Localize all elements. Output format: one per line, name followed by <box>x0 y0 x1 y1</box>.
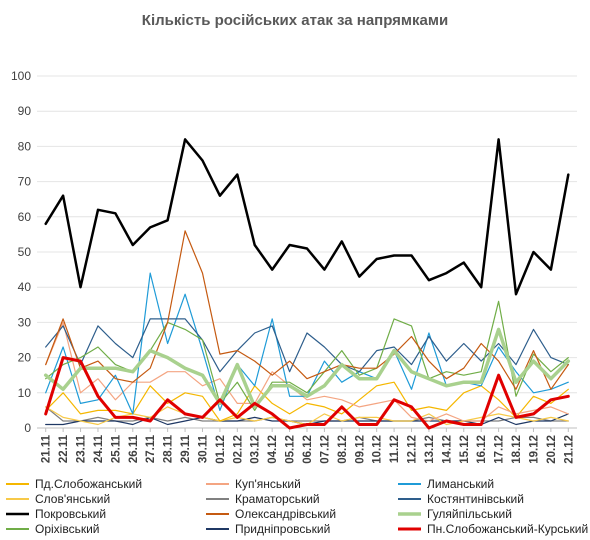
legend-entry: Куп'янський <box>206 477 301 491</box>
legend: Пд.Слобожанський Куп'янський Лиманський Сло… <box>6 477 588 536</box>
legend-entry: Покровський <box>6 507 106 521</box>
legend-entry: Слов'янський <box>6 492 110 506</box>
x-tick-label: 21.11 <box>41 434 53 463</box>
y-tick-label: 10 <box>18 386 32 400</box>
x-axis-ticks: 21.11 22.11 23.11 24.11 25.11 26.11 27.11 28.11… <box>41 428 575 464</box>
x-tick-label: 13.12 <box>424 435 436 464</box>
x-tick-label: 08.12 <box>337 435 349 464</box>
legend-label: Куп'янський <box>235 477 301 491</box>
y-tick-label: 30 <box>18 315 32 329</box>
x-tick-label: 07.12 <box>319 435 331 464</box>
legend-label: Придніпровський <box>235 522 330 536</box>
series-lines <box>43 138 571 430</box>
y-tick-label: 0 <box>24 421 31 435</box>
x-tick-label: 06.12 <box>302 435 314 464</box>
x-tick-label: 14.12 <box>441 435 453 464</box>
x-tick-label: 09.12 <box>354 435 366 464</box>
legend-label: Гуляйпільський <box>427 507 512 521</box>
x-tick-label: 15.12 <box>459 435 471 464</box>
x-tick-label: 04.12 <box>267 435 279 464</box>
legend-label: Оріхівський <box>35 522 100 536</box>
series-line-5 <box>45 318 569 373</box>
x-tick-label: 01.12 <box>215 435 227 464</box>
series-line-6 <box>44 138 570 296</box>
series-line-7 <box>45 230 569 390</box>
y-tick-label: 40 <box>18 280 32 294</box>
series-line-11 <box>44 356 570 430</box>
x-tick-label: 25.11 <box>110 434 122 463</box>
legend-label: Слов'янський <box>35 492 110 506</box>
x-tick-label: 30.11 <box>197 434 209 463</box>
chart-title: Кількість російських атак за напрямками <box>141 12 449 29</box>
x-tick-label: 11.12 <box>389 435 401 463</box>
legend-entry: Гуляйпільський <box>398 507 512 521</box>
legend-label: Краматорський <box>235 492 320 506</box>
series-line-3 <box>45 406 569 426</box>
y-tick-label: 100 <box>11 69 31 83</box>
x-tick-label: 21.12 <box>563 435 575 464</box>
legend-label: Покровський <box>35 507 106 521</box>
y-tick-label: 80 <box>18 139 32 153</box>
y-tick-label: 60 <box>18 210 32 224</box>
x-tick-label: 19.12 <box>528 435 540 464</box>
legend-entry: Придніпровський <box>206 522 330 536</box>
y-tick-label: 70 <box>18 175 32 189</box>
x-tick-label: 24.11 <box>93 434 105 463</box>
legend-entry: Краматорський <box>206 492 320 506</box>
x-tick-label: 16.12 <box>476 435 488 464</box>
legend-entry: Олександрівський <box>206 507 336 521</box>
legend-label: Олександрівський <box>235 507 336 521</box>
x-tick-label: 05.12 <box>285 435 297 464</box>
series-line-8 <box>43 327 571 409</box>
x-tick-label: 10.12 <box>372 435 384 464</box>
x-tick-label: 27.11 <box>145 434 157 463</box>
x-tick-label: 02.12 <box>232 435 244 464</box>
x-tick-label: 29.11 <box>180 434 192 463</box>
x-tick-label: 28.11 <box>163 434 175 463</box>
y-tick-label: 50 <box>18 245 32 259</box>
legend-entry: Костянтинівський <box>398 492 524 506</box>
x-tick-label: 26.11 <box>128 434 140 463</box>
y-axis-ticks: 0 10 20 30 40 50 60 70 80 90 100 <box>11 69 31 435</box>
legend-label: Лиманський <box>427 477 494 491</box>
legend-label: Пн.Слобожанський-Курський <box>427 522 588 536</box>
legend-entry: Пд.Слобожанський <box>6 477 142 491</box>
y-tick-label: 20 <box>18 351 32 365</box>
x-tick-label: 18.12 <box>511 435 523 464</box>
x-tick-label: 20.12 <box>546 435 558 464</box>
x-tick-label: 17.12 <box>494 435 506 464</box>
legend-label: Костянтинівський <box>427 492 524 506</box>
x-tick-label: 23.11 <box>76 434 88 463</box>
gridlines <box>37 75 577 429</box>
y-tick-label: 90 <box>18 104 32 118</box>
x-tick-label: 03.12 <box>250 435 262 464</box>
x-tick-label: 22.11 <box>58 434 70 463</box>
x-tick-label: 12.12 <box>407 435 419 464</box>
legend-label: Пд.Слобожанський <box>35 477 142 491</box>
legend-entry: Лиманський <box>398 477 494 491</box>
legend-entry: Оріхівський <box>6 522 100 536</box>
legend-entry: Пн.Слобожанський-Курський <box>398 522 588 536</box>
